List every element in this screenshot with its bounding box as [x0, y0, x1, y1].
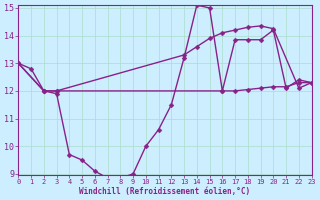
- X-axis label: Windchill (Refroidissement éolien,°C): Windchill (Refroidissement éolien,°C): [79, 187, 251, 196]
